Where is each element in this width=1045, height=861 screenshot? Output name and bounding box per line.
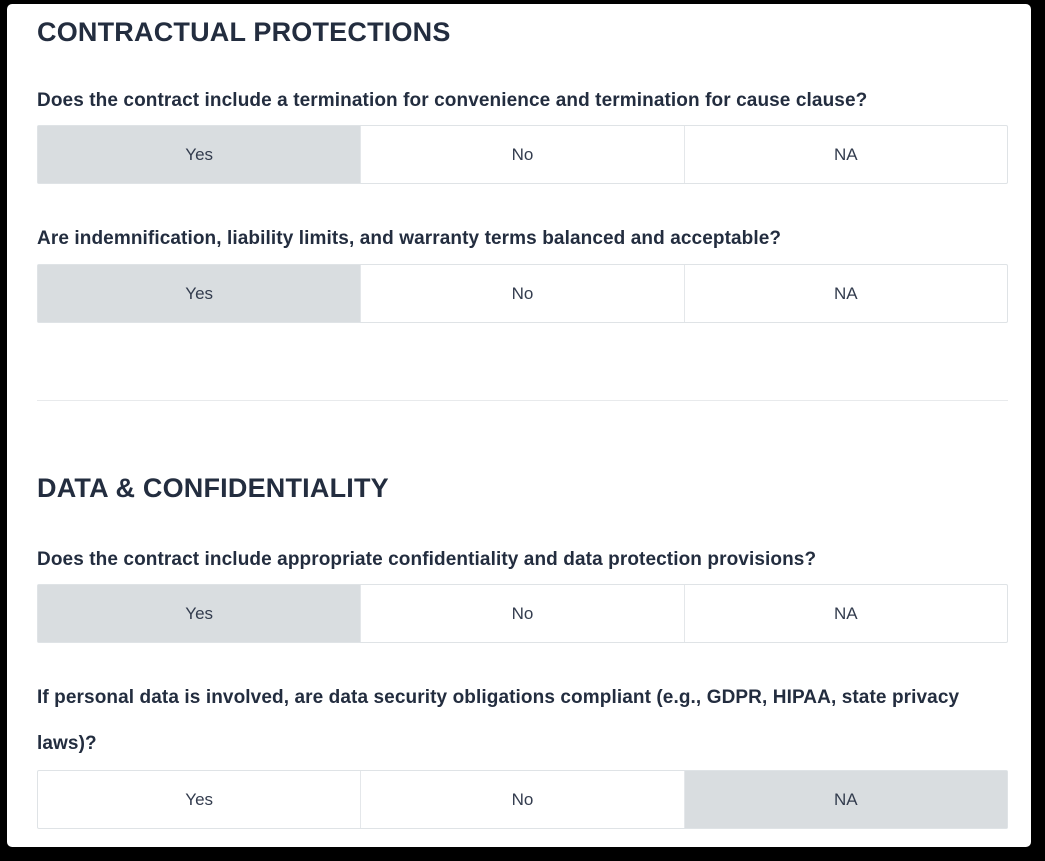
answer-option-na[interactable]: NA — [683, 126, 1007, 183]
answer-option-yes[interactable]: Yes — [38, 126, 361, 183]
answer-option-no[interactable]: No — [360, 585, 683, 642]
checklist-card: CONTRACTUAL PROTECTIONS Does the contrac… — [7, 4, 1031, 847]
answer-option-no[interactable]: No — [360, 126, 683, 183]
answer-option-yes[interactable]: Yes — [38, 265, 361, 322]
answer-option-yes[interactable]: Yes — [38, 585, 361, 642]
answer-row: Yes No NA — [37, 584, 1008, 643]
question-text: Are indemnification, liability limits, a… — [37, 228, 782, 249]
question-text: Does the contract include a termination … — [37, 90, 868, 111]
answer-option-no[interactable]: No — [360, 771, 683, 828]
answer-option-yes[interactable]: Yes — [185, 789, 214, 809]
section-divider — [37, 400, 1008, 401]
answer-option-na[interactable]: NA — [683, 585, 1007, 642]
answer-option-no[interactable]: No — [360, 265, 683, 322]
section-contractual-protections: CONTRACTUAL PROTECTIONS Does the contrac… — [37, 16, 1008, 323]
section-heading: CONTRACTUAL PROTECTIONS — [37, 17, 451, 47]
question-text: If personal data is involved, are data s… — [37, 687, 960, 754]
answer-option-na[interactable]: NA — [683, 265, 1007, 322]
question-text: Does the contract include appropriate co… — [37, 549, 817, 570]
answer-option-na[interactable]: NA — [683, 771, 1007, 828]
answer-row: Yes No NA — [37, 264, 1008, 323]
answer-row: Yes No NA — [37, 770, 1008, 829]
section-data-confidentiality: DATA & CONFIDENTIALITY Does the contract… — [37, 472, 1008, 829]
answer-row: Yes No NA — [37, 125, 1008, 184]
section-heading: DATA & CONFIDENTIALITY — [37, 473, 389, 503]
